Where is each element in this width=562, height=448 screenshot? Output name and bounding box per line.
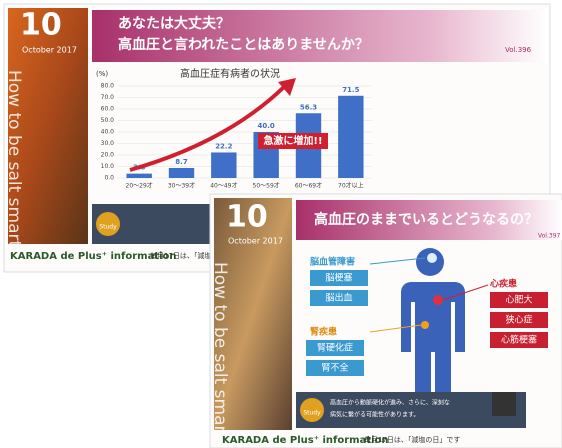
footer-note: 毎月17日は、「減塩の日」です: [364, 435, 460, 444]
y-tick-label: 30.0: [101, 140, 115, 147]
brain-mark: [427, 253, 437, 263]
volume: Vol.397: [538, 233, 561, 240]
value-label: 56.3: [300, 103, 317, 111]
qr-code: [492, 392, 516, 416]
side-text: How to be salt smart: [210, 262, 230, 440]
group-name: 脳血管障害: [309, 256, 355, 268]
heart-mark: [433, 295, 443, 305]
study-box: [296, 392, 526, 428]
day: 10: [20, 8, 62, 43]
y-tick-label: 50.0: [101, 117, 115, 124]
day: 10: [226, 200, 268, 235]
item: 腎不全: [321, 362, 348, 374]
title-line: あなたは大丈夫？: [118, 15, 230, 32]
title-line: 高血圧と言われたことはありませんか？: [118, 36, 369, 53]
unit: (%): [96, 70, 108, 78]
y-tick-label: 10.0: [101, 163, 115, 170]
value-label: 71.5: [342, 86, 359, 94]
month: October 2017: [228, 237, 283, 246]
note-line: 病気に繋がる可能性があります。: [330, 411, 419, 419]
x-tick-label: 30～39才: [168, 182, 195, 190]
chart-title: 高血圧症有病者の状況: [180, 67, 280, 80]
callout: 急激に増加!!: [263, 134, 322, 147]
badge: Study: [303, 410, 321, 417]
bar: [169, 168, 194, 178]
bar: [126, 174, 151, 178]
y-tick-label: 20.0: [101, 152, 115, 159]
item: 心肥大: [505, 294, 532, 306]
note-line: 高血圧から動脈硬化が進み、さらに、深刻な: [330, 399, 450, 407]
group-name: 心疾患: [490, 278, 517, 290]
group-name: 腎疾患: [310, 326, 337, 338]
poster-2: 10 October 2017 How to be salt smart 高血圧…: [210, 194, 562, 448]
badge: Study: [99, 224, 117, 231]
item: 脳出血: [325, 292, 352, 304]
kidney-mark: [421, 321, 429, 329]
x-tick-label: 50～59才: [253, 182, 280, 190]
volume: Vol.396: [505, 46, 532, 54]
y-tick-label: 80.0: [101, 83, 115, 90]
x-tick-label: 20～29才: [126, 182, 153, 190]
item: 腎硬化症: [317, 342, 353, 354]
y-tick-label: 60.0: [101, 106, 115, 113]
item: 脳梗塞: [325, 272, 352, 284]
x-tick-label: 60～69才: [295, 182, 322, 190]
bar: [338, 96, 363, 178]
y-tick-label: 0.0: [104, 175, 114, 182]
y-tick-label: 70.0: [101, 94, 115, 101]
side-text: How to be salt smart: [4, 70, 24, 248]
value-label: 22.2: [215, 142, 232, 150]
page: 10 October 2017 How to be salt smart あなた…: [0, 0, 562, 448]
bar: [211, 152, 236, 178]
x-tick-label: 70才以上: [338, 182, 364, 190]
title: 高血圧のままでいるとどうなるの？: [314, 211, 538, 228]
item: 心筋梗塞: [501, 334, 537, 346]
value-label: 8.7: [175, 158, 188, 166]
month: October 2017: [22, 46, 77, 55]
x-tick-label: 40～49才: [210, 182, 237, 190]
y-tick-label: 40.0: [101, 129, 115, 136]
value-label: 40.0: [258, 122, 275, 130]
item: 狭心症: [505, 314, 532, 326]
